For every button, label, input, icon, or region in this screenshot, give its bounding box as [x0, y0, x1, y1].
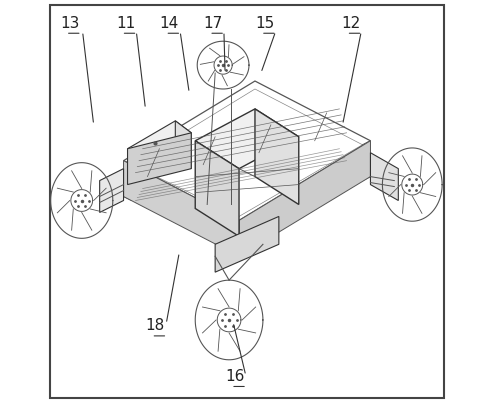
Polygon shape [239, 141, 370, 256]
Polygon shape [195, 141, 239, 236]
Text: 18: 18 [146, 318, 165, 334]
Polygon shape [215, 217, 279, 272]
Polygon shape [124, 161, 239, 256]
Text: 13: 13 [60, 16, 80, 31]
Polygon shape [127, 121, 191, 161]
Polygon shape [127, 133, 191, 184]
Text: 14: 14 [160, 16, 179, 31]
Text: 11: 11 [116, 16, 135, 31]
Polygon shape [363, 141, 370, 180]
Polygon shape [175, 121, 191, 169]
Text: 17: 17 [204, 16, 223, 31]
Polygon shape [255, 109, 299, 205]
Polygon shape [370, 153, 398, 200]
Text: 12: 12 [341, 16, 360, 31]
Polygon shape [195, 109, 299, 169]
Text: 16: 16 [225, 369, 245, 384]
Polygon shape [124, 161, 131, 200]
Polygon shape [100, 169, 124, 213]
Text: 15: 15 [255, 16, 275, 31]
